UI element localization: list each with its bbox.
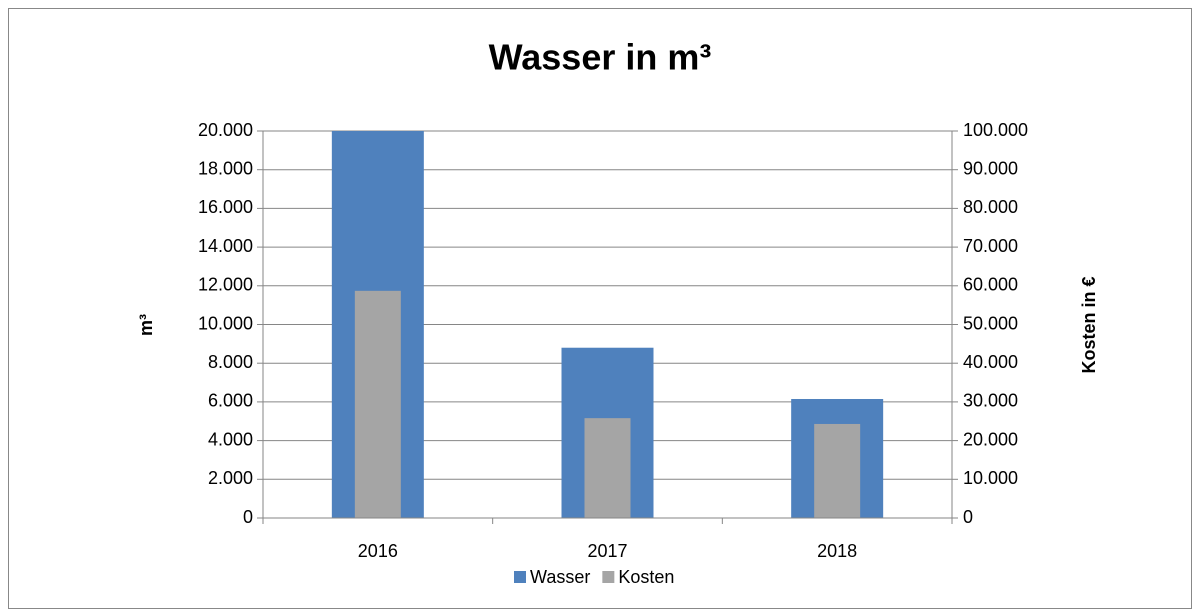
y-tick-label: 6.000 xyxy=(208,391,253,411)
y2-tick-label: 50.000 xyxy=(963,313,1018,333)
y2-tick-label: 10.000 xyxy=(963,468,1018,488)
bar xyxy=(584,418,631,518)
y-tick-label: 16.000 xyxy=(198,197,253,217)
x-tick-label: 2018 xyxy=(817,541,857,561)
x-tick-label: 2017 xyxy=(587,541,627,561)
y-tick-label: 14.000 xyxy=(198,236,253,256)
y-axis-label: m³ xyxy=(136,314,156,336)
x-tick-label: 2016 xyxy=(358,541,398,561)
y-tick-label: 20.000 xyxy=(198,120,253,140)
y2-tick-label: 30.000 xyxy=(963,391,1018,411)
bar xyxy=(354,290,401,518)
y-tick-label: 0 xyxy=(243,507,253,527)
y2-tick-label: 0 xyxy=(963,507,973,527)
legend-swatch xyxy=(602,571,615,583)
y-tick-label: 2.000 xyxy=(208,468,253,488)
y2-tick-label: 80.000 xyxy=(963,197,1018,217)
bar xyxy=(814,423,861,518)
y-tick-label: 4.000 xyxy=(208,429,253,449)
y-tick-label: 18.000 xyxy=(198,158,253,178)
legend-label: Wasser xyxy=(530,567,590,587)
y-tick-label: 12.000 xyxy=(198,275,253,295)
y2-tick-label: 40.000 xyxy=(963,352,1018,372)
y2-tick-label: 20.000 xyxy=(963,429,1018,449)
y2-tick-label: 70.000 xyxy=(963,236,1018,256)
y2-axis-label: Kosten in € xyxy=(1079,276,1099,373)
y-tick-label: 10.000 xyxy=(198,313,253,333)
legend-swatch xyxy=(514,571,526,583)
y2-tick-label: 100.000 xyxy=(963,120,1028,140)
chart-title: Wasser in m³ xyxy=(489,37,712,78)
y-tick-label: 8.000 xyxy=(208,352,253,372)
legend-label: Kosten xyxy=(618,567,674,587)
y2-tick-label: 60.000 xyxy=(963,275,1018,295)
y2-tick-label: 90.000 xyxy=(963,158,1018,178)
